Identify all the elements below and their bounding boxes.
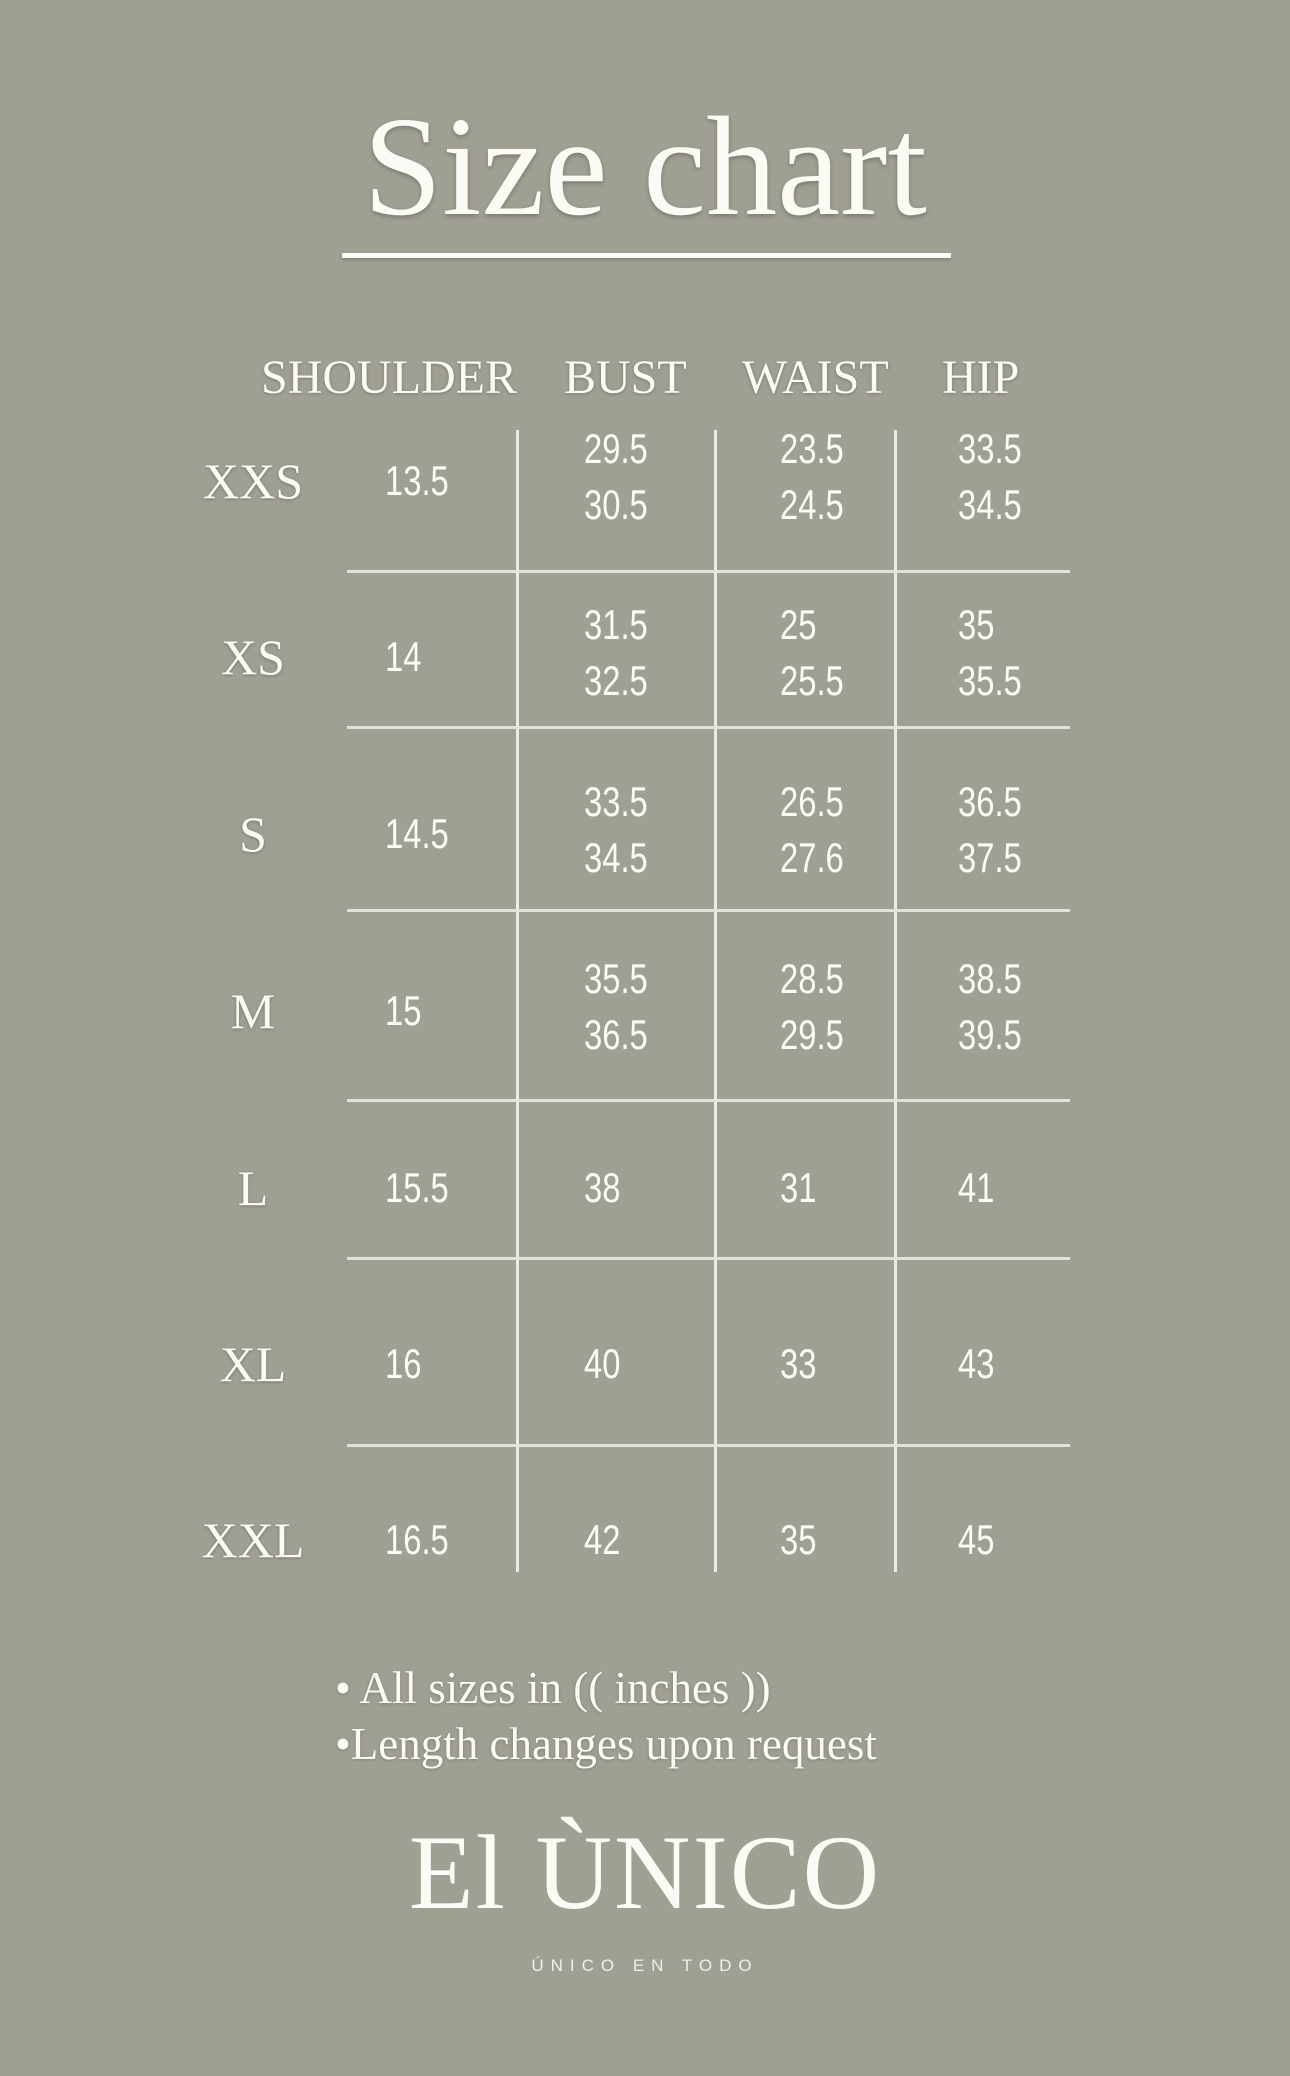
- size-label: XXS: [202, 453, 304, 509]
- row-divider: [347, 1444, 1070, 1447]
- waist-value: 31: [780, 1164, 817, 1211]
- hip-value: 37.5: [958, 834, 1022, 881]
- size-label: L: [237, 1160, 269, 1216]
- bust-value: 33.5: [584, 778, 648, 825]
- shoulder-value: 16.5: [385, 1516, 449, 1563]
- hip-value: 36.5: [958, 778, 1022, 825]
- column-divider: [714, 430, 717, 1572]
- waist-value: 35: [780, 1516, 817, 1563]
- bust-value: 31.5: [584, 601, 648, 648]
- hip-value: 35.5: [958, 657, 1022, 704]
- hip-value: 35: [958, 601, 995, 648]
- bust-value: 42: [584, 1516, 621, 1563]
- row-divider: [347, 726, 1070, 729]
- bust-value: 36.5: [584, 1011, 648, 1058]
- shoulder-value: 15: [385, 987, 422, 1034]
- shoulder-value: 15.5: [385, 1164, 449, 1211]
- page-title: Size chart: [363, 87, 927, 245]
- header-hip: HIP: [942, 351, 1020, 404]
- header-waist: WAIST: [742, 351, 889, 404]
- hip-value: 45: [958, 1516, 995, 1563]
- hip-value: 43: [958, 1340, 995, 1387]
- notes: • All sizes in (( inches )) •Length chan…: [335, 1660, 877, 1772]
- waist-value: 27.6: [780, 834, 844, 881]
- waist-value: 24.5: [780, 481, 844, 528]
- header-bust: BUST: [564, 351, 687, 404]
- hip-value: 33.5: [958, 425, 1022, 472]
- bust-value: 38: [584, 1164, 621, 1211]
- waist-value: 29.5: [780, 1011, 844, 1058]
- bust-value: 32.5: [584, 657, 648, 704]
- size-label: M: [230, 983, 276, 1039]
- size-label: XL: [219, 1336, 287, 1392]
- shoulder-value: 13.5: [385, 457, 449, 504]
- bust-value: 40: [584, 1340, 621, 1387]
- hip-value: 34.5: [958, 481, 1022, 528]
- header-shoulder: SHOULDER: [261, 351, 518, 404]
- row-divider: [347, 570, 1070, 573]
- size-label: S: [239, 806, 267, 862]
- row-divider: [347, 909, 1070, 912]
- row-divider: [347, 1257, 1070, 1260]
- shoulder-value: 14: [385, 633, 422, 680]
- size-label: XS: [221, 629, 285, 685]
- waist-value: 26.5: [780, 778, 844, 825]
- waist-value: 33: [780, 1340, 817, 1387]
- bust-value: 29.5: [584, 425, 648, 472]
- waist-value: 28.5: [780, 955, 844, 1002]
- brand-tagline: ÚNICO EN TODO: [531, 1956, 759, 1975]
- shoulder-value: 14.5: [385, 810, 449, 857]
- hip-value: 41: [958, 1164, 995, 1211]
- waist-value: 25.5: [780, 657, 844, 704]
- size-label: XXL: [201, 1512, 305, 1568]
- shoulder-value: 16: [385, 1340, 422, 1387]
- note-length: •Length changes upon request: [335, 1719, 877, 1769]
- column-divider: [894, 430, 897, 1572]
- waist-value: 25: [780, 601, 817, 648]
- column-divider: [516, 430, 519, 1572]
- brand-logo: El ÙNICO: [408, 1814, 882, 1931]
- row-divider: [347, 1099, 1070, 1102]
- note-units: • All sizes in (( inches )): [335, 1663, 771, 1713]
- hip-value: 39.5: [958, 1011, 1022, 1058]
- waist-value: 23.5: [780, 425, 844, 472]
- title-underline: [342, 253, 951, 258]
- bust-value: 34.5: [584, 834, 648, 881]
- bust-value: 30.5: [584, 481, 648, 528]
- hip-value: 38.5: [958, 955, 1022, 1002]
- bust-value: 35.5: [584, 955, 648, 1002]
